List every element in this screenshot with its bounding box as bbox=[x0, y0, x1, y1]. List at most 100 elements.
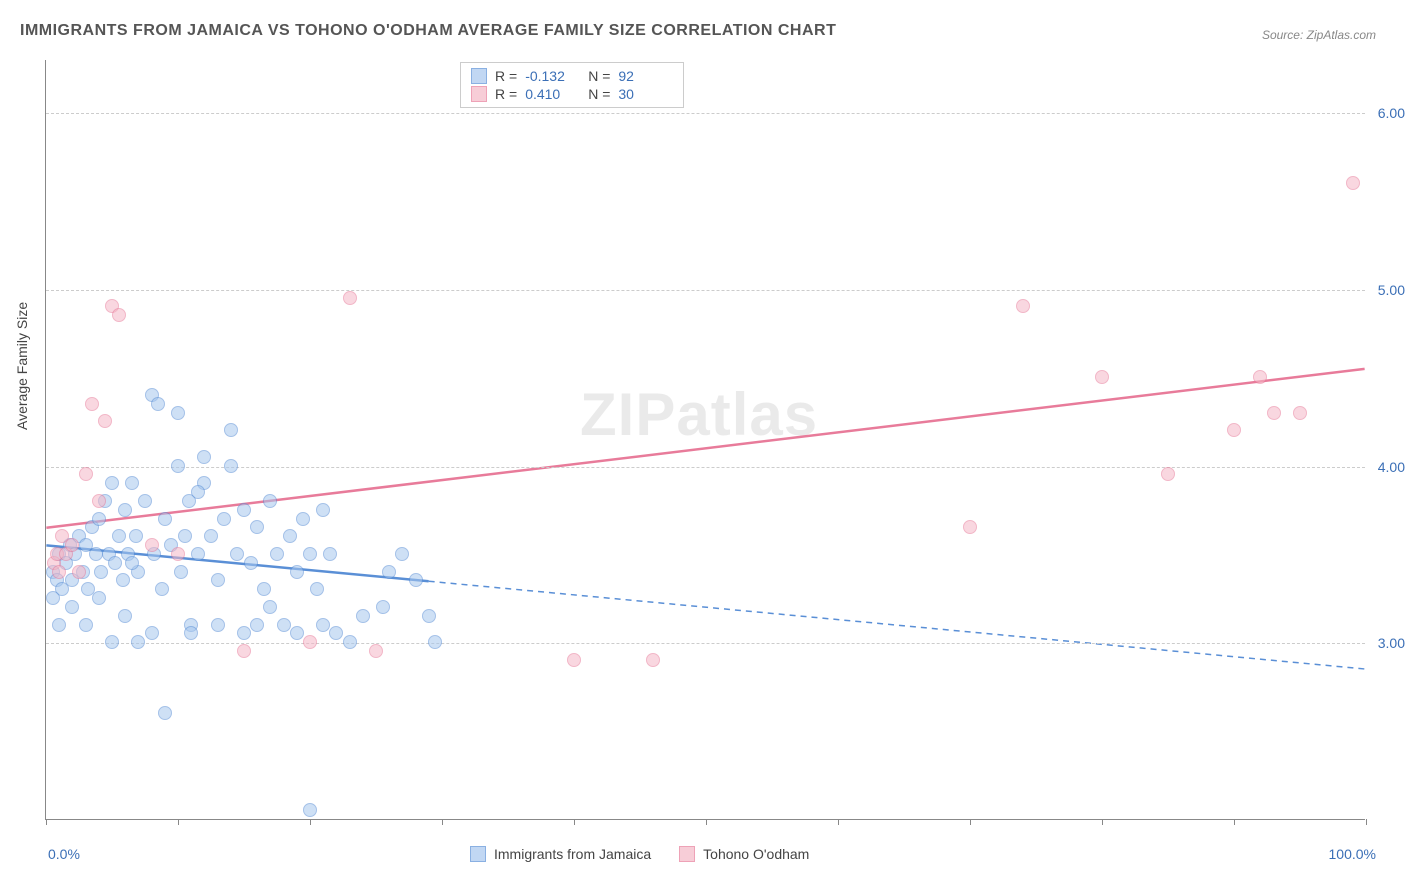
data-point-tohono bbox=[303, 635, 317, 649]
x-tick bbox=[310, 819, 311, 825]
data-point-jamaica bbox=[376, 600, 390, 614]
data-point-tohono bbox=[72, 565, 86, 579]
data-point-jamaica bbox=[237, 626, 251, 640]
data-point-jamaica bbox=[290, 626, 304, 640]
data-point-jamaica bbox=[52, 618, 66, 632]
data-point-tohono bbox=[79, 467, 93, 481]
gridline bbox=[46, 113, 1365, 114]
data-point-tohono bbox=[343, 291, 357, 305]
data-point-jamaica bbox=[105, 476, 119, 490]
data-point-jamaica bbox=[329, 626, 343, 640]
series-legend: Immigrants from Jamaica Tohono O'odham bbox=[470, 846, 809, 862]
data-point-jamaica bbox=[191, 547, 205, 561]
data-point-jamaica bbox=[65, 600, 79, 614]
chart-title: IMMIGRANTS FROM JAMAICA VS TOHONO O'ODHA… bbox=[20, 22, 836, 40]
data-point-jamaica bbox=[105, 635, 119, 649]
x-tick bbox=[970, 819, 971, 825]
data-point-jamaica bbox=[250, 618, 264, 632]
data-point-jamaica bbox=[129, 529, 143, 543]
data-point-tohono bbox=[145, 538, 159, 552]
data-point-jamaica bbox=[257, 582, 271, 596]
data-point-tohono bbox=[65, 538, 79, 552]
x-tick bbox=[46, 819, 47, 825]
data-point-jamaica bbox=[145, 626, 159, 640]
legend-N-label: N = bbox=[588, 86, 610, 102]
data-point-jamaica bbox=[174, 565, 188, 579]
data-point-jamaica bbox=[191, 485, 205, 499]
legend-N-value-tohono: 30 bbox=[618, 86, 673, 102]
data-point-tohono bbox=[1161, 467, 1175, 481]
plot-area: 3.004.005.006.00 bbox=[45, 60, 1365, 820]
data-point-tohono bbox=[1253, 370, 1267, 384]
trend-lines bbox=[46, 60, 1365, 819]
data-point-jamaica bbox=[343, 635, 357, 649]
data-point-jamaica bbox=[395, 547, 409, 561]
data-point-jamaica bbox=[125, 556, 139, 570]
data-point-jamaica bbox=[158, 512, 172, 526]
data-point-jamaica bbox=[237, 503, 251, 517]
data-point-jamaica bbox=[211, 618, 225, 632]
data-point-jamaica bbox=[125, 476, 139, 490]
data-point-tohono bbox=[1016, 299, 1030, 313]
gridline bbox=[46, 290, 1365, 291]
data-point-tohono bbox=[1267, 406, 1281, 420]
data-point-tohono bbox=[52, 565, 66, 579]
data-point-tohono bbox=[1346, 176, 1360, 190]
data-point-jamaica bbox=[382, 565, 396, 579]
legend-N-label: N = bbox=[588, 68, 610, 84]
series-name-jamaica: Immigrants from Jamaica bbox=[494, 846, 651, 862]
data-point-jamaica bbox=[316, 618, 330, 632]
y-tick-label: 3.00 bbox=[1378, 635, 1405, 651]
data-point-jamaica bbox=[204, 529, 218, 543]
legend-row-tohono: R = 0.410 N = 30 bbox=[471, 85, 673, 103]
x-tick bbox=[178, 819, 179, 825]
source-label: Source: ZipAtlas.com bbox=[1262, 28, 1376, 42]
data-point-jamaica bbox=[197, 450, 211, 464]
data-point-jamaica bbox=[89, 547, 103, 561]
data-point-jamaica bbox=[217, 512, 231, 526]
legend-swatch-tohono bbox=[471, 86, 487, 102]
data-point-jamaica bbox=[230, 547, 244, 561]
data-point-jamaica bbox=[131, 635, 145, 649]
data-point-jamaica bbox=[270, 547, 284, 561]
legend-R-label: R = bbox=[495, 86, 517, 102]
data-point-jamaica bbox=[422, 609, 436, 623]
y-tick-label: 5.00 bbox=[1378, 282, 1405, 298]
data-point-jamaica bbox=[112, 529, 126, 543]
data-point-jamaica bbox=[171, 406, 185, 420]
data-point-tohono bbox=[963, 520, 977, 534]
data-point-tohono bbox=[1293, 406, 1307, 420]
series-name-tohono: Tohono O'odham bbox=[703, 846, 809, 862]
data-point-jamaica bbox=[244, 556, 258, 570]
data-point-jamaica bbox=[409, 573, 423, 587]
data-point-jamaica bbox=[224, 423, 238, 437]
series-swatch-jamaica bbox=[470, 846, 486, 862]
data-point-tohono bbox=[92, 494, 106, 508]
legend-R-label: R = bbox=[495, 68, 517, 84]
data-point-jamaica bbox=[94, 565, 108, 579]
data-point-jamaica bbox=[356, 609, 370, 623]
data-point-jamaica bbox=[263, 494, 277, 508]
data-point-jamaica bbox=[428, 635, 442, 649]
data-point-tohono bbox=[1095, 370, 1109, 384]
x-tick bbox=[1102, 819, 1103, 825]
data-point-jamaica bbox=[277, 618, 291, 632]
data-point-jamaica bbox=[283, 529, 297, 543]
data-point-tohono bbox=[646, 653, 660, 667]
data-point-jamaica bbox=[303, 803, 317, 817]
data-point-jamaica bbox=[316, 503, 330, 517]
data-point-tohono bbox=[237, 644, 251, 658]
data-point-jamaica bbox=[310, 582, 324, 596]
series-swatch-tohono bbox=[679, 846, 695, 862]
data-point-jamaica bbox=[171, 459, 185, 473]
legend-R-value-jamaica: -0.132 bbox=[525, 68, 580, 84]
data-point-tohono bbox=[567, 653, 581, 667]
data-point-jamaica bbox=[290, 565, 304, 579]
legend-R-value-tohono: 0.410 bbox=[525, 86, 580, 102]
data-point-jamaica bbox=[46, 591, 60, 605]
x-axis-max-label: 100.0% bbox=[1329, 846, 1376, 862]
data-point-jamaica bbox=[211, 573, 225, 587]
data-point-tohono bbox=[171, 547, 185, 561]
y-tick-label: 6.00 bbox=[1378, 105, 1405, 121]
x-tick bbox=[1234, 819, 1235, 825]
